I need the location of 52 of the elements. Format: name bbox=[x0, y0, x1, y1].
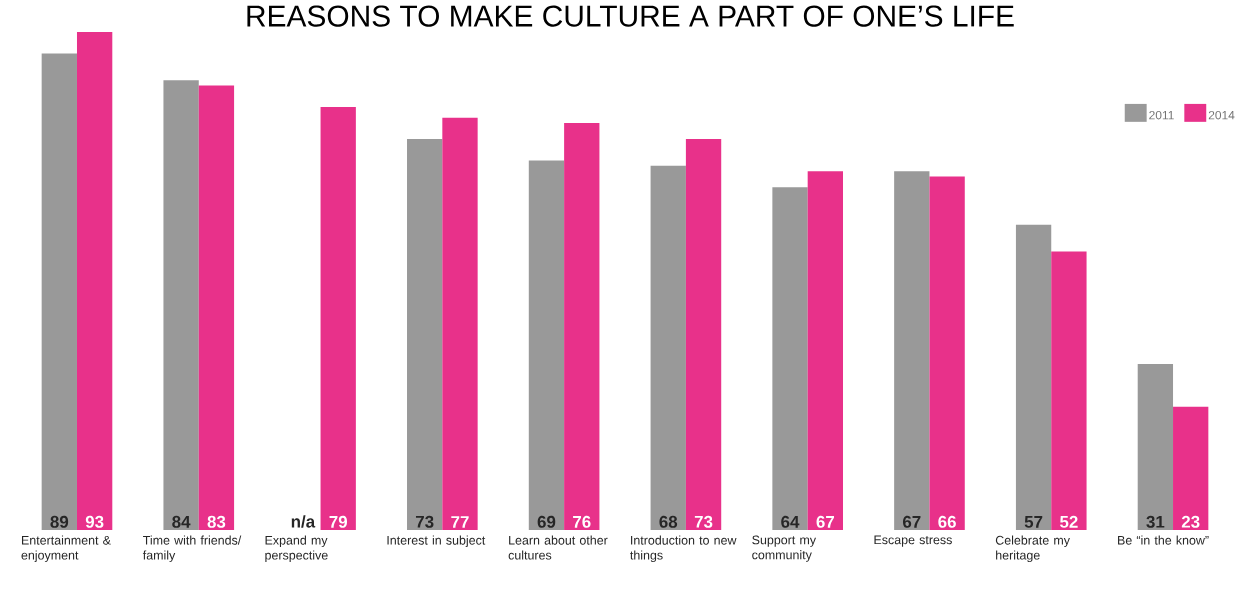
data-label: 79 bbox=[329, 515, 347, 528]
data-label: 73 bbox=[694, 515, 713, 528]
legend-label: 2014 bbox=[1208, 110, 1235, 120]
data-label: 67 bbox=[816, 515, 835, 528]
data-label: 64 bbox=[781, 515, 800, 528]
data-label: 69 bbox=[537, 515, 556, 528]
bar bbox=[564, 123, 600, 530]
bar bbox=[442, 117, 478, 530]
data-label: 89 bbox=[50, 515, 69, 528]
data-label: 77 bbox=[451, 516, 469, 528]
bar bbox=[76, 31, 113, 530]
data-label: 76 bbox=[573, 515, 591, 528]
bar bbox=[894, 171, 930, 530]
bar bbox=[1173, 406, 1209, 530]
x-tick-label: Interest in subject bbox=[387, 535, 486, 548]
data-label: 31 bbox=[1146, 515, 1165, 528]
bar bbox=[41, 53, 77, 530]
x-tick-label: Escape stress bbox=[874, 535, 952, 547]
x-tick-label: Expand my perspective bbox=[265, 535, 328, 563]
text: n/a bbox=[291, 515, 316, 528]
x-tick-label: Time with friends/ family bbox=[142, 535, 242, 563]
bar bbox=[772, 187, 808, 530]
x-tick-label: Entertainment & enjoyment bbox=[21, 535, 111, 563]
data-label: 73 bbox=[415, 515, 434, 528]
bar bbox=[1137, 364, 1174, 530]
bar bbox=[1051, 251, 1087, 530]
chart-title: REASONS TO MAKE CULTURE A PART OF ONE’S LIFE bbox=[247, 5, 1014, 27]
bar bbox=[929, 176, 965, 530]
bar bbox=[198, 85, 235, 530]
data-label: 67 bbox=[903, 515, 921, 528]
x-tick-label: Introduction to new things bbox=[630, 535, 737, 563]
bar bbox=[685, 139, 722, 530]
data-label: 23 bbox=[1181, 515, 1200, 528]
data-label: 52 bbox=[1060, 515, 1078, 528]
bar bbox=[528, 160, 565, 530]
data-label: 66 bbox=[938, 515, 956, 528]
bar bbox=[163, 80, 199, 530]
data-label: 68 bbox=[659, 515, 678, 528]
x-tick-label: Celebrate my heritage bbox=[995, 535, 1070, 563]
data-label: 83 bbox=[207, 515, 226, 528]
x-tick-label: Support my community bbox=[752, 535, 817, 562]
data-label: 84 bbox=[172, 515, 191, 528]
bar bbox=[1015, 224, 1052, 530]
bar bbox=[407, 139, 443, 530]
x-tick-label: Be “in the know” bbox=[1118, 535, 1209, 545]
bar bbox=[320, 106, 356, 530]
x-tick-label: Learn about other cultures bbox=[508, 535, 608, 560]
bar bbox=[650, 165, 686, 530]
data-label: 93 bbox=[85, 515, 104, 528]
bar bbox=[807, 171, 843, 530]
legend-label: 2011 bbox=[1149, 110, 1174, 120]
data-label: 57 bbox=[1024, 515, 1043, 528]
